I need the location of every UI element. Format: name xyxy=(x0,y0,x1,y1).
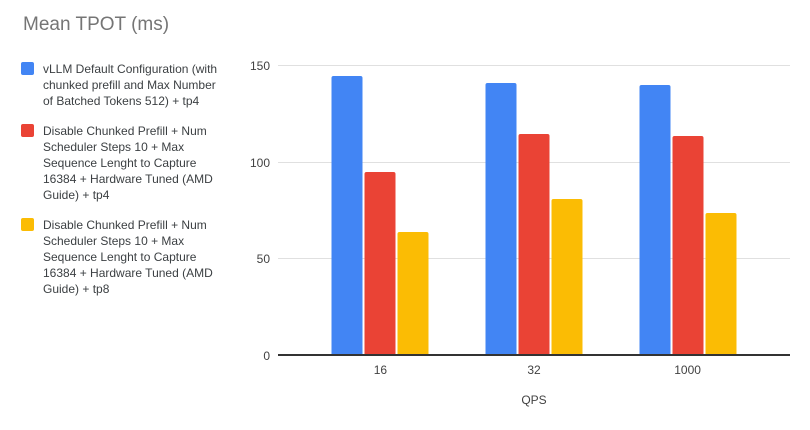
x-axis-title: QPS xyxy=(521,393,547,407)
bar-series-2-qps-1000 xyxy=(672,135,704,356)
legend-item: Disable Chunked Prefill + Num Scheduler … xyxy=(21,217,229,297)
bar-series-3-qps-16 xyxy=(397,232,429,356)
bar-series-1-qps-16 xyxy=(331,75,363,356)
legend-label-series-1: vLLM Default Configuration (with chunked… xyxy=(43,62,218,108)
y-tick-label: 50 xyxy=(256,252,270,267)
y-tick-label: 0 xyxy=(263,349,270,363)
bar-series-1-qps-1000 xyxy=(639,85,671,356)
bar-series-2-qps-16 xyxy=(364,172,396,356)
legend-swatch-series-2 xyxy=(21,124,34,137)
x-axis-baseline xyxy=(278,354,790,356)
x-axis-labels: 16 32 1000 xyxy=(278,363,790,379)
chart-title: Mean TPOT (ms) xyxy=(23,14,170,35)
legend-item: vLLM Default Configuration (with chunked… xyxy=(21,61,229,109)
bar-group-qps-1000 xyxy=(639,66,737,356)
bar-series-1-qps-32 xyxy=(485,83,517,356)
bar-series-2-qps-32 xyxy=(518,133,550,356)
bar-series-3-qps-1000 xyxy=(705,212,737,356)
bar-series-3-qps-32 xyxy=(551,199,583,356)
legend: vLLM Default Configuration (with chunked… xyxy=(21,61,229,297)
bar-group-qps-32 xyxy=(485,66,583,356)
x-tick-label: 32 xyxy=(527,363,541,377)
gridline xyxy=(278,65,790,66)
legend-label-series-3: Disable Chunked Prefill + Num Scheduler … xyxy=(43,218,213,296)
legend-swatch-series-3 xyxy=(21,218,34,231)
y-tick-label: 150 xyxy=(249,59,270,73)
x-tick-label: 16 xyxy=(373,363,388,377)
plot-area xyxy=(278,65,790,356)
y-axis-labels: 0 50 100 150 xyxy=(228,59,270,363)
legend-label-series-2: Disable Chunked Prefill + Num Scheduler … xyxy=(43,124,213,202)
bar-group-qps-16 xyxy=(331,66,429,356)
legend-swatch-series-1 xyxy=(21,62,34,75)
x-tick-label: 1000 xyxy=(674,363,701,377)
legend-item: Disable Chunked Prefill + Num Scheduler … xyxy=(21,123,229,203)
y-tick-label: 100 xyxy=(249,155,270,170)
